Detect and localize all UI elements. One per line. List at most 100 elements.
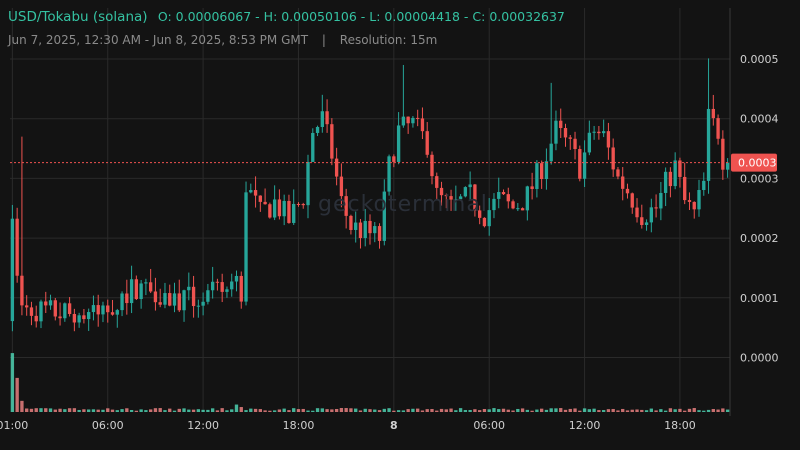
volume-bar: [373, 409, 377, 412]
volume-bar: [673, 409, 677, 412]
x-tick-label: 18:00: [664, 419, 696, 432]
candle-body: [630, 193, 634, 208]
resolution-label: Resolution: 15m: [339, 33, 438, 47]
candle-body: [67, 303, 72, 314]
volume-bar: [625, 410, 630, 412]
candle-body: [239, 275, 243, 302]
volume-bar: [91, 409, 96, 412]
volume-bar: [363, 408, 367, 412]
volume-bar: [654, 410, 658, 412]
time-axis[interactable]: 01:00 06:00 12:00 18:00 8 06:00 12:00 18:00: [0, 419, 696, 432]
volume-bar: [478, 410, 482, 412]
candle-body: [478, 210, 482, 218]
candle-body: [363, 220, 367, 239]
volume-bar: [535, 409, 539, 412]
candle-body: [563, 128, 568, 138]
candle-body: [592, 131, 596, 133]
volume-bar: [15, 377, 19, 412]
volume-bar: [630, 409, 634, 412]
volume-bar: [573, 408, 577, 412]
volume-bar: [544, 409, 549, 412]
candle-body: [621, 176, 625, 189]
candle-body: [559, 120, 563, 129]
volume-bar: [168, 408, 172, 412]
candle-body: [225, 289, 229, 292]
candle-body: [644, 222, 649, 225]
volume-bar: [292, 408, 296, 412]
candle-body: [444, 195, 448, 197]
volume-bar: [311, 410, 315, 412]
candle-body: [191, 286, 196, 307]
candle-body: [339, 176, 344, 197]
candle-body: [320, 111, 324, 127]
candle-body: [663, 171, 668, 193]
candle-body: [396, 125, 401, 162]
x-tick-label: 8: [390, 419, 398, 432]
candle-body: [39, 301, 43, 322]
candle-body: [597, 131, 601, 134]
volume-bar: [416, 408, 420, 412]
volume-bar: [44, 408, 48, 412]
volume-bar: [511, 410, 515, 412]
volume-bar: [425, 409, 429, 412]
candle-body: [344, 196, 348, 216]
candle-body: [10, 218, 15, 322]
volume-bar: [268, 410, 272, 412]
candle-body: [58, 316, 62, 319]
candle-body: [153, 291, 158, 303]
volume-bar: [706, 409, 711, 412]
candle-body: [282, 200, 286, 217]
volume-bar: [549, 408, 553, 412]
volume-bar: [354, 408, 358, 412]
volume-bar: [106, 408, 110, 412]
volume-bar: [644, 410, 649, 412]
price-axis[interactable]: 0.0000 0.0001 0.0002 0.0003 0.0004 0.0005: [740, 53, 779, 365]
last-price-tag: 0.0003: [731, 153, 777, 172]
volume-bar: [616, 410, 620, 412]
candle-body: [482, 217, 487, 227]
volume-bar: [392, 410, 396, 412]
candle-body: [48, 300, 53, 306]
candle-body: [425, 131, 429, 155]
candle-body: [296, 203, 301, 205]
y-tick-label: 0.0000: [740, 352, 779, 365]
volume-bar: [606, 409, 611, 412]
volume-bar: [601, 410, 606, 412]
candle-body: [463, 187, 468, 197]
candle-body: [387, 156, 391, 192]
volume-bar: [649, 408, 653, 412]
candle-body: [501, 192, 506, 195]
volume-bar: [287, 410, 291, 412]
volume-bar: [177, 408, 181, 412]
candle-body: [144, 282, 148, 284]
y-tick-label: 0.0001: [740, 292, 779, 305]
candle-body: [668, 171, 673, 187]
volume-bar: [587, 409, 592, 412]
volume-bar: [144, 410, 148, 412]
candle-body: [497, 192, 501, 199]
candle-body: [77, 315, 81, 323]
x-tick-label: 01:00: [0, 419, 28, 432]
candle-body: [158, 302, 162, 305]
volume-bar: [530, 410, 534, 412]
candle-body: [168, 293, 172, 306]
candle-body: [315, 126, 320, 133]
volume-bar: [597, 410, 601, 412]
volume-bar: [39, 408, 43, 412]
volume-bar: [463, 410, 468, 412]
candle-body: [96, 305, 100, 315]
candlesticks: [10, 58, 730, 332]
volume-bar: [115, 410, 119, 412]
candle-body: [20, 275, 24, 306]
pair-title: USD/Tokabu (solana): [8, 9, 148, 25]
volume-bar: [697, 410, 701, 412]
candle-body: [334, 158, 339, 177]
volume-bar: [458, 408, 463, 412]
last-price-tag-label: 0.0003: [738, 157, 777, 170]
candle-body: [711, 108, 715, 119]
volume-bar: [210, 408, 215, 412]
candle-body: [272, 199, 277, 218]
volume-bar: [234, 404, 239, 412]
volume-bar: [668, 408, 673, 412]
